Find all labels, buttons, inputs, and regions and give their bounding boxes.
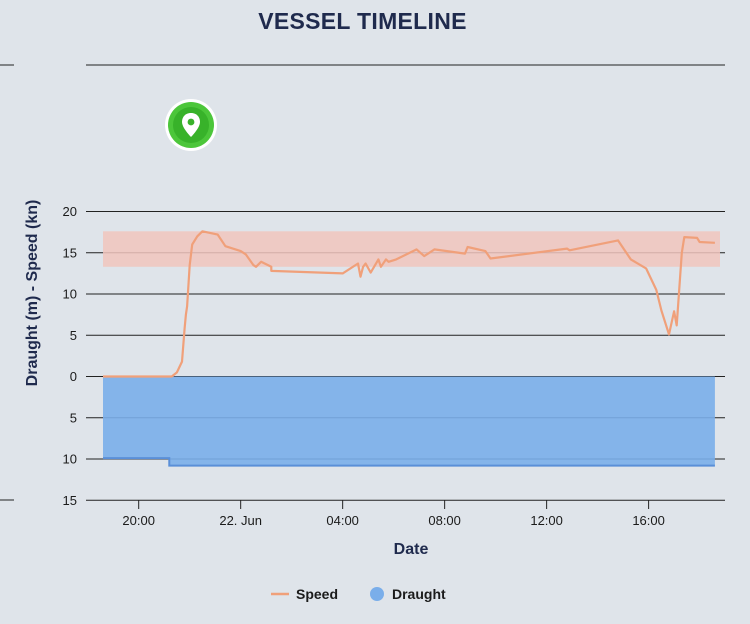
chart-title: VESSEL TIMELINE (258, 8, 467, 34)
legend: Speed Draught (271, 586, 446, 602)
y-tick-label: 10 (63, 287, 77, 302)
x-axis-ticks: 20:00 22. Jun 04:00 08:00 12:00 16:00 (122, 500, 665, 528)
x-tick-label: 16:00 (632, 513, 665, 528)
legend-speed-label: Speed (296, 586, 338, 602)
x-tick-label: 08:00 (428, 513, 461, 528)
legend-draught-label: Draught (392, 586, 446, 602)
legend-draught-swatch (370, 587, 384, 601)
y-tick-label: 5 (70, 328, 77, 343)
legend-item-speed[interactable]: Speed (271, 586, 338, 602)
x-tick-label: 12:00 (530, 513, 563, 528)
y-tick-label: 20 (63, 204, 77, 219)
y-tick-label: 0 (70, 369, 77, 384)
legend-item-draught[interactable]: Draught (370, 586, 446, 602)
x-tick-label: 04:00 (326, 513, 359, 528)
y-tick-label: 15 (63, 245, 77, 260)
y-axis-ticks: 20 15 10 5 0 5 10 15 (63, 204, 77, 508)
x-tick-label: 20:00 (122, 513, 155, 528)
speed-band (103, 231, 720, 267)
y-tick-label: 5 (70, 410, 77, 425)
draught-area (103, 376, 715, 466)
x-axis-label: Date (394, 541, 429, 558)
y-tick-label: 10 (63, 452, 77, 467)
x-tick-label: 22. Jun (219, 513, 262, 528)
y-axis-label: Draught (m) - Speed (kn) (24, 200, 41, 387)
y-tick-label: 15 (63, 493, 77, 508)
speed-line (103, 230, 715, 378)
draught-line (103, 457, 715, 467)
map-pin-icon[interactable] (165, 99, 217, 151)
